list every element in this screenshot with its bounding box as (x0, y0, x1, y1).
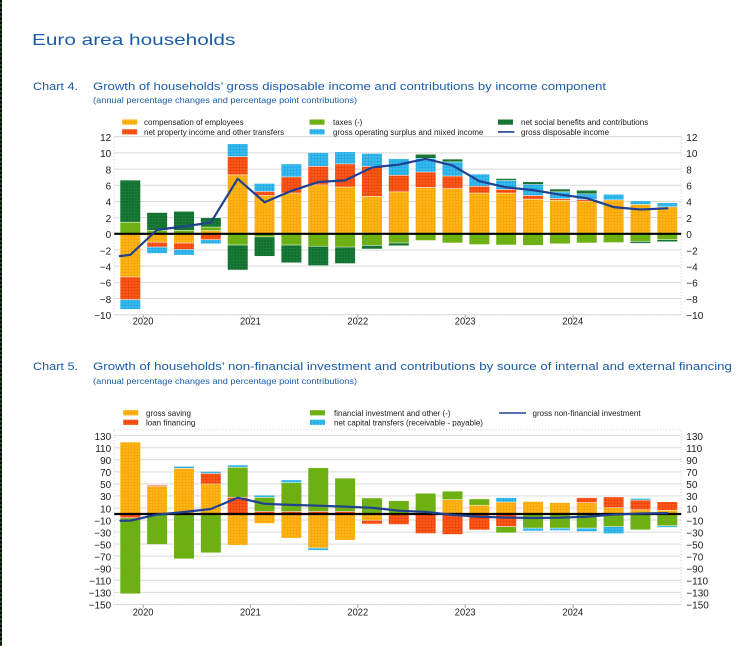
svg-text:2023: 2023 (455, 316, 476, 328)
svg-text:10: 10 (686, 504, 698, 515)
svg-text:−6: −6 (100, 279, 112, 290)
svg-text:110: 110 (686, 444, 702, 455)
svg-text:−2: −2 (686, 246, 698, 257)
svg-text:−70: −70 (686, 552, 703, 563)
svg-text:−10: −10 (686, 516, 703, 527)
svg-text:2: 2 (106, 214, 112, 225)
svg-text:gross non-financial investment: gross non-financial investment (533, 409, 642, 418)
svg-text:−110: −110 (686, 577, 708, 588)
svg-text:compensation of employees: compensation of employees (144, 118, 244, 127)
svg-text:30: 30 (686, 492, 698, 503)
svg-text:2022: 2022 (347, 316, 368, 328)
svg-text:−50: −50 (94, 540, 111, 551)
svg-text:2021: 2021 (240, 316, 261, 328)
svg-text:6: 6 (106, 182, 112, 193)
svg-text:−150: −150 (89, 601, 112, 612)
svg-text:6: 6 (686, 182, 692, 193)
svg-text:10: 10 (686, 149, 698, 160)
svg-text:50: 50 (100, 480, 112, 491)
svg-text:2024: 2024 (562, 607, 583, 619)
svg-text:gross disposable income: gross disposable income (521, 128, 610, 137)
svg-text:gross operating surplus and mi: gross operating surplus and mixed income (333, 128, 484, 137)
svg-text:12: 12 (686, 133, 698, 144)
svg-text:8: 8 (686, 165, 692, 176)
svg-text:−4: −4 (100, 262, 112, 273)
svg-text:net property income and other: net property income and other transfers (144, 128, 284, 137)
svg-text:130: 130 (686, 432, 703, 443)
svg-text:−10: −10 (686, 311, 703, 322)
svg-text:−150: −150 (686, 601, 709, 612)
svg-text:0: 0 (106, 230, 112, 241)
svg-text:12: 12 (100, 133, 112, 144)
svg-text:90: 90 (686, 456, 698, 467)
svg-text:−30: −30 (94, 528, 111, 539)
svg-text:−10: −10 (94, 516, 111, 527)
svg-text:−10: −10 (94, 311, 111, 322)
svg-text:−70: −70 (94, 552, 111, 563)
svg-text:10: 10 (100, 504, 112, 515)
svg-text:−130: −130 (686, 589, 709, 600)
svg-text:−130: −130 (89, 589, 112, 600)
svg-text:4: 4 (686, 198, 692, 209)
svg-text:−90: −90 (94, 565, 111, 576)
svg-text:4: 4 (106, 198, 112, 209)
svg-text:net capital transfers (receiva: net capital transfers (receivable - paya… (334, 418, 483, 427)
svg-text:70: 70 (686, 468, 698, 479)
svg-text:90: 90 (100, 456, 112, 467)
svg-text:50: 50 (686, 480, 698, 491)
svg-text:loan financing: loan financing (146, 418, 195, 427)
svg-text:−30: −30 (686, 528, 703, 539)
svg-text:30: 30 (100, 492, 112, 503)
svg-text:70: 70 (100, 468, 112, 479)
svg-text:−6: −6 (686, 279, 698, 290)
svg-text:0: 0 (686, 230, 692, 241)
svg-text:−4: −4 (686, 262, 698, 273)
svg-text:2024: 2024 (562, 316, 583, 328)
svg-text:gross saving: gross saving (146, 409, 191, 418)
svg-text:2020: 2020 (133, 607, 154, 619)
svg-text:2022: 2022 (347, 607, 368, 619)
svg-text:2021: 2021 (240, 607, 261, 619)
svg-text:−110: −110 (89, 577, 111, 588)
svg-text:−50: −50 (686, 540, 703, 551)
svg-text:2: 2 (686, 214, 692, 225)
svg-text:2023: 2023 (455, 607, 476, 619)
svg-text:130: 130 (95, 432, 112, 443)
svg-text:−90: −90 (686, 565, 703, 576)
svg-text:−8: −8 (100, 295, 112, 306)
svg-text:10: 10 (100, 149, 112, 160)
svg-text:financial investment and other: financial investment and other (-) (334, 409, 451, 418)
svg-text:−2: −2 (100, 246, 112, 257)
svg-text:2020: 2020 (133, 316, 154, 328)
svg-text:−8: −8 (686, 295, 698, 306)
svg-text:net social benefits and contri: net social benefits and contributions (521, 118, 648, 127)
svg-text:taxes (-): taxes (-) (333, 118, 363, 127)
svg-text:110: 110 (95, 444, 111, 455)
svg-text:8: 8 (106, 165, 112, 176)
